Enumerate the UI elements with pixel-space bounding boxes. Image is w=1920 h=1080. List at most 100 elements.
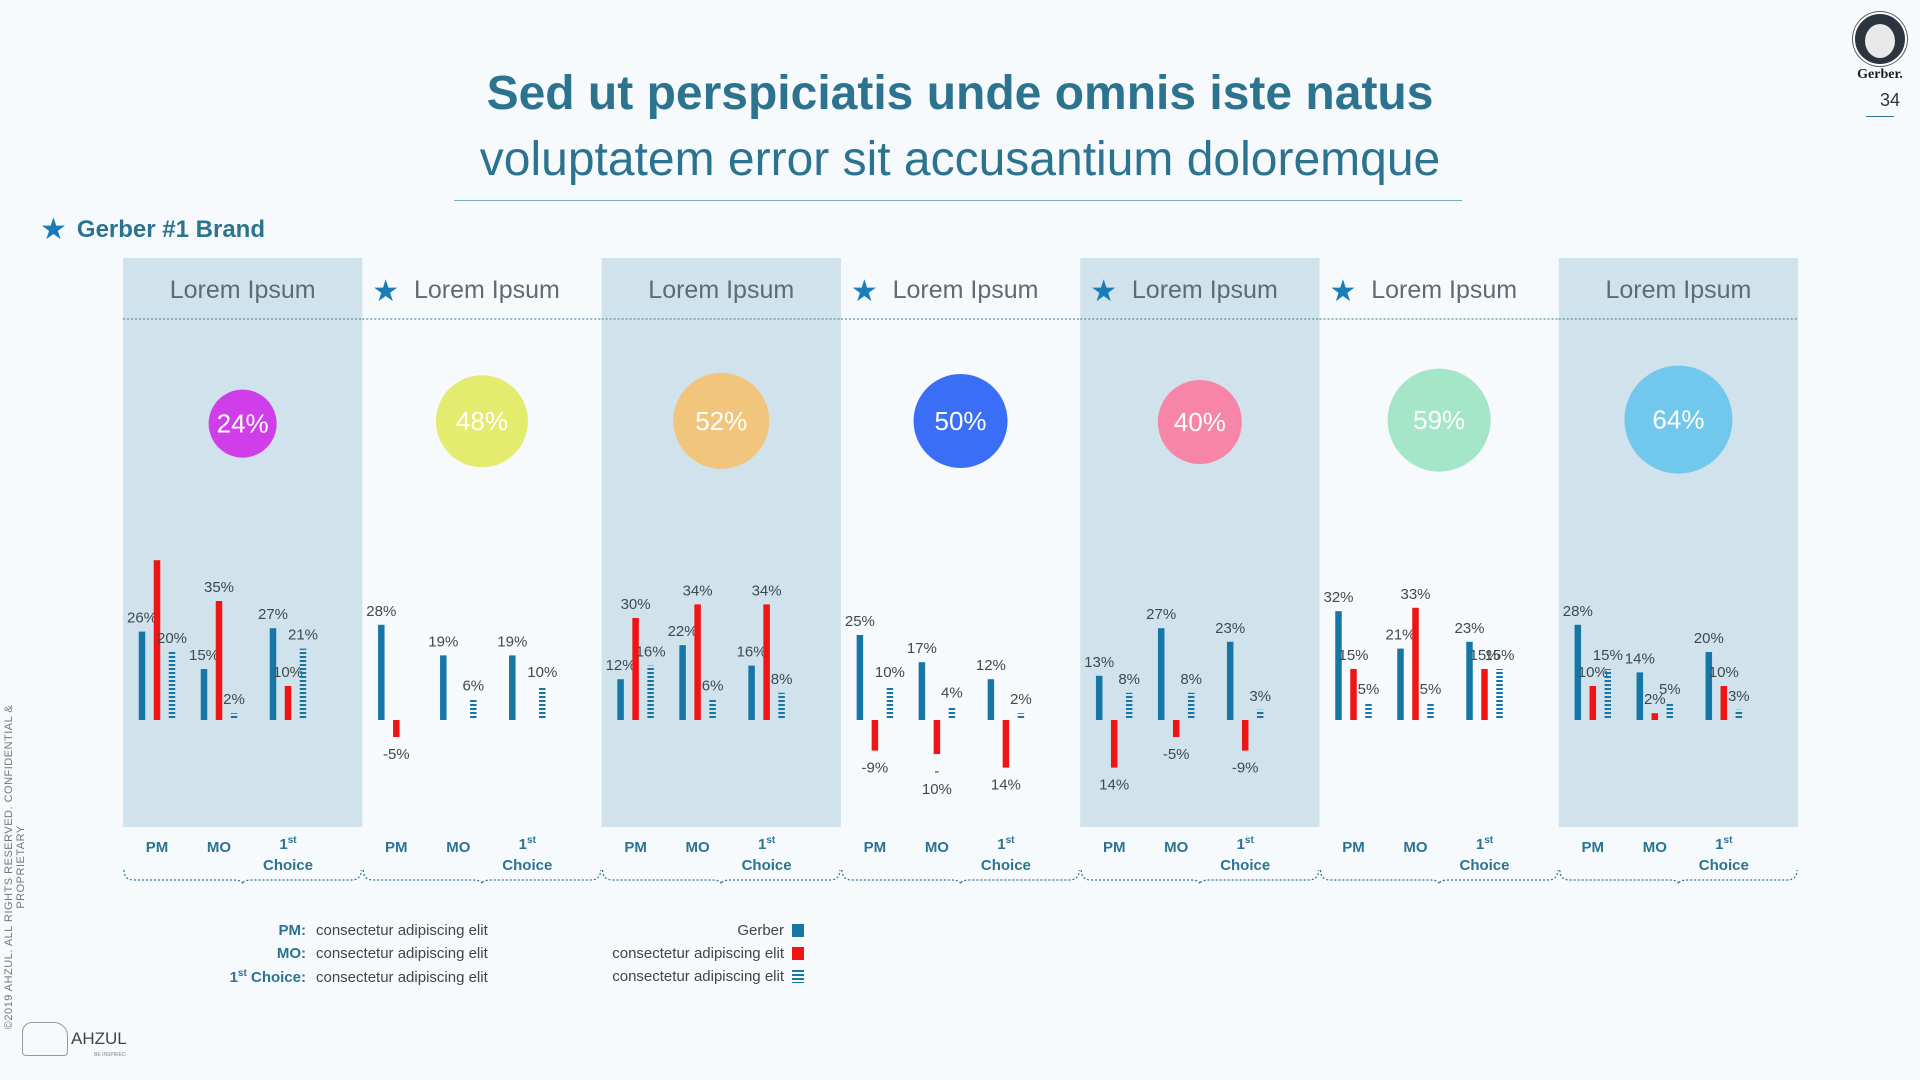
swatch-red: [792, 947, 804, 960]
bar-striped: [230, 713, 238, 720]
bubble-label: 24%: [217, 409, 269, 439]
data-label: 10%: [1578, 664, 1608, 681]
bar-gerber: [1397, 648, 1404, 720]
panel-1: Lorem Ipsum 24% 26%20% PM 15% 35% 2% MO 27% 10% 21…: [123, 258, 363, 885]
category-label: 1st: [997, 835, 1015, 853]
category-bracket: [1080, 869, 1320, 885]
data-label: -5%: [383, 746, 410, 763]
data-label: -: [934, 763, 939, 780]
bar-striped: [647, 665, 654, 720]
data-label: 10%: [875, 664, 905, 681]
panel-5: ★ Lorem Ipsum 40% 13% 14% 8% PM 27% -5% 8% MO 23% -9…: [1080, 258, 1320, 885]
bar-red: [871, 720, 879, 751]
bar-gerber: [1574, 624, 1582, 720]
bar-red: [1110, 720, 1118, 768]
category-label: 1st: [519, 835, 537, 853]
bar-striped: [1256, 709, 1264, 720]
ahzul-logo: AHZUL BE INSPIRED: [22, 1022, 127, 1058]
category-label: PM: [1582, 839, 1605, 856]
bar-red: [1172, 720, 1180, 737]
data-label: 27%: [258, 606, 288, 623]
category-label: PM: [1103, 839, 1126, 856]
panel-title: Lorem Ipsum: [893, 276, 1039, 304]
bar-red: [284, 686, 292, 720]
data-label: 34%: [683, 582, 713, 599]
data-label: 17%: [907, 640, 937, 657]
bubble-label: 48%: [456, 406, 508, 436]
panel-background: [1080, 258, 1320, 827]
legend-text: consectetur adipiscing elit: [316, 922, 488, 939]
panel-background: [601, 258, 841, 827]
bar-red: [632, 618, 639, 720]
data-label: 21%: [288, 627, 318, 644]
bar-gerber: [856, 635, 864, 720]
swatch-striped-blue: [792, 970, 804, 983]
bar-red: [1412, 607, 1419, 720]
legend-key: 1st Choice:: [229, 968, 306, 986]
page-subtitle: voluptatem error sit accusantium dolorem…: [479, 133, 1441, 186]
data-label: 15%: [189, 647, 219, 664]
data-label: 21%: [1385, 627, 1415, 644]
data-label: 3%: [1249, 688, 1271, 705]
data-label: 32%: [1323, 589, 1353, 606]
bar-red: [1241, 720, 1249, 751]
category-label: PM: [624, 839, 647, 856]
bar-striped: [1017, 713, 1025, 720]
bar-gerber: [509, 655, 516, 720]
data-label: 19%: [497, 633, 527, 650]
category-bracket: [1559, 869, 1798, 885]
bar-gerber: [918, 662, 926, 720]
panel-7: Lorem Ipsum64%28%10%15%PM14%2%5%MO20%10%…: [1558, 258, 1799, 885]
data-label: 22%: [668, 623, 698, 640]
bubble-label: 59%: [1413, 405, 1465, 435]
legend-series-label: Gerber: [737, 922, 784, 939]
bar-red: [1720, 686, 1728, 720]
gerber-logo: Gerber.: [1852, 12, 1908, 83]
bar-gerber: [679, 645, 686, 720]
data-label: 5%: [1420, 681, 1442, 698]
data-label: 35%: [204, 579, 234, 596]
page-number: 34: [1879, 90, 1901, 110]
category-label: PM: [385, 839, 408, 856]
bar-red: [763, 604, 770, 720]
legend-text: consectetur adipiscing elit: [316, 969, 488, 986]
data-label: 26%: [127, 610, 157, 627]
bar-red: [215, 601, 223, 720]
bar-striped: [470, 699, 477, 720]
percentage-bubble: [1157, 380, 1242, 464]
series-legend: Gerber consectetur adipiscing elit conse…: [520, 922, 804, 991]
bar-red: [153, 560, 161, 720]
category-label: PM: [1342, 839, 1365, 856]
bar-gerber: [1636, 672, 1644, 720]
data-label: 15%: [1469, 647, 1499, 664]
brand-legend-label: Gerber #1 Brand: [76, 216, 265, 243]
data-label: 33%: [1400, 586, 1430, 603]
bar-red: [694, 604, 701, 720]
data-label: 5%: [1358, 681, 1380, 698]
bar-gerber: [200, 669, 208, 720]
data-label: 16%: [636, 644, 666, 661]
bar-gerber: [1705, 652, 1713, 720]
copyright-text: ©2019 AHZUL. ALL RIGHTS RESERVED. CONFID…: [3, 704, 27, 1030]
data-label: -9%: [1232, 760, 1259, 777]
data-label: 16%: [737, 644, 767, 661]
category-label: 1st: [758, 835, 776, 853]
panel-3: Lorem Ipsum 52% 12% 30% 16% PM 22% 34% 6% MO 16% 34…: [601, 258, 841, 885]
bar-striped: [1187, 692, 1195, 720]
elephant-icon: [22, 1022, 68, 1056]
data-label: 8%: [1180, 671, 1202, 688]
data-label: 23%: [1215, 620, 1245, 637]
bar-striped: [1427, 703, 1434, 720]
bar-red: [933, 720, 941, 754]
category-bracket: [602, 869, 841, 885]
legend-row-striped: consectetur adipiscing elit: [520, 968, 804, 991]
category-label: Choice: [981, 857, 1031, 874]
category-label: MO: [1164, 839, 1188, 856]
data-label: 8%: [771, 671, 793, 688]
data-label: 5%: [1659, 681, 1681, 698]
data-label: 14%: [991, 777, 1021, 794]
data-label: 6%: [462, 678, 484, 695]
page-title: Sed ut perspiciatis unde omnis iste natu…: [486, 67, 1434, 120]
data-label: 6%: [702, 678, 724, 695]
bar-striped: [1604, 669, 1612, 720]
